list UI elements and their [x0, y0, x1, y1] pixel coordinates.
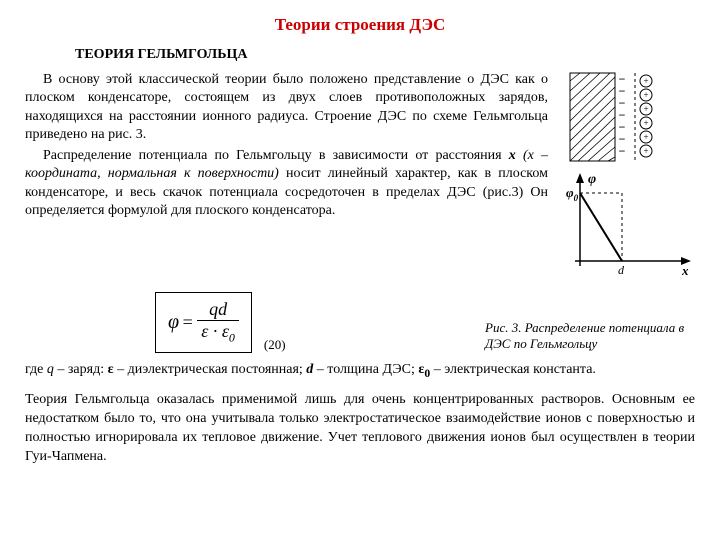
svg-text:+: + — [643, 104, 648, 114]
w2: – заряд: — [54, 362, 108, 377]
equation-number: (20) — [264, 337, 286, 353]
page-title: Теории строения ДЭС — [25, 15, 695, 35]
formula-fraction: qd ε · ε0 — [197, 299, 239, 346]
section-subtitle: ТЕОРИЯ ГЕЛЬМГОЛЬЦА — [75, 47, 695, 63]
paragraph-1: В основу этой классической теории было п… — [25, 71, 548, 145]
formula-num: qd — [197, 299, 239, 321]
figure-3: −−− −−− − +++ +++ — [560, 71, 695, 286]
w4: – толщина ДЭС; — [313, 362, 418, 377]
wq: q — [47, 362, 54, 377]
x-axis-label: x — [681, 263, 689, 278]
formula-den: ε · ε0 — [197, 321, 239, 346]
svg-text:+: + — [643, 146, 648, 156]
where-line: где q – заряд: ε – диэлектрическая посто… — [25, 361, 695, 382]
formula-phi: φ — [168, 311, 179, 333]
p2-a: Распределение потенциала по Гельмгольцу … — [43, 148, 509, 163]
formula-row: φ = qd ε · ε0 (20) Рис. 3. Распределение… — [25, 292, 695, 353]
top-section: В основу этой классической теории было п… — [25, 71, 695, 286]
svg-text:−: − — [619, 144, 626, 158]
helmholtz-diagram: −−− −−− − +++ +++ — [560, 71, 695, 286]
main-text: В основу этой классической теории было п… — [25, 71, 548, 286]
w5: – электрическая константа. — [430, 362, 596, 377]
p2-x: x — [509, 148, 516, 163]
w3: – диэлектрическая постоянная; — [114, 362, 307, 377]
formula-box: φ = qd ε · ε0 — [155, 292, 252, 353]
phi0-label: φ0 — [566, 185, 579, 203]
d-label: d — [618, 263, 625, 277]
svg-text:+: + — [643, 76, 648, 86]
formula-eq: = — [183, 312, 198, 332]
paragraph-3: Теория Гельмгольца оказалась применимой … — [25, 391, 695, 467]
phi-axis-label: φ — [588, 172, 596, 187]
svg-text:+: + — [643, 132, 648, 142]
figure-caption: Рис. 3. Распределение потенциала в ДЭС п… — [485, 320, 695, 353]
svg-text:+: + — [643, 90, 648, 100]
svg-text:+: + — [643, 118, 648, 128]
w1: где — [25, 362, 47, 377]
paragraph-2: Распределение потенциала по Гельмгольцу … — [25, 147, 548, 221]
we0: ε0 — [418, 362, 430, 377]
